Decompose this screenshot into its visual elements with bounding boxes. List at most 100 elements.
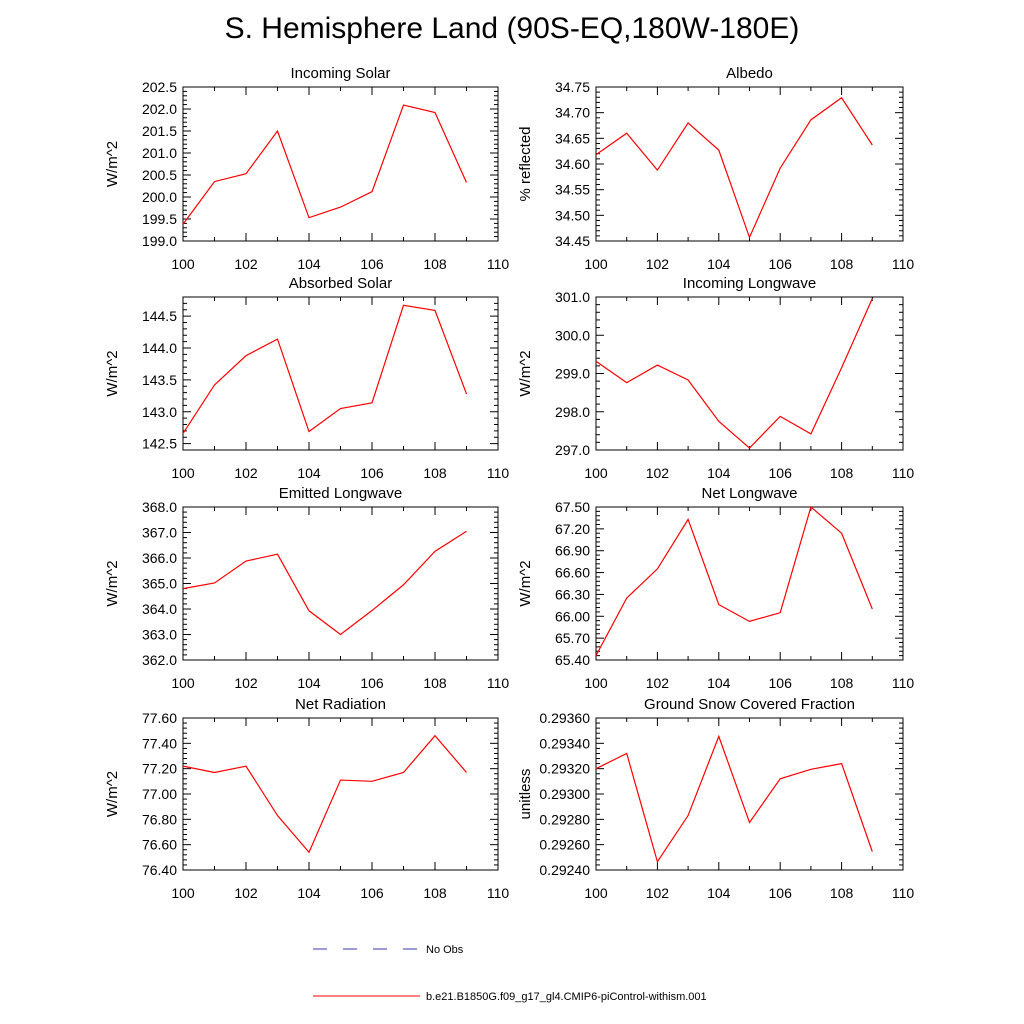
panel-2-ytick-label: 34.60	[555, 156, 590, 172]
panel-7-xtick-label: 102	[234, 885, 258, 901]
panel-5-ytick-label: 363.0	[142, 627, 177, 643]
panel-7-xtick-label: 110	[487, 885, 510, 901]
panel-2-xtick-label: 106	[769, 256, 793, 272]
panel-6-ytick-label: 66.60	[555, 565, 590, 581]
panel-1-xtick-label: 100	[171, 256, 195, 272]
panel-1-ytick-label: 200.5	[142, 167, 177, 183]
panel-6-ytick-label: 66.30	[555, 586, 590, 602]
panel-5-ylabel: W/m^2	[104, 560, 121, 606]
panel-8-frame	[595, 717, 904, 871]
panel-6-ytick-label: 65.70	[555, 630, 590, 646]
panel-8-ytick-label: 0.29240	[539, 862, 590, 878]
panel-2-title: Albedo	[726, 65, 773, 82]
panel-3-xtick-label: 100	[171, 465, 195, 481]
panel-2-ytick-label: 34.75	[555, 79, 590, 95]
panel-1-frame	[182, 86, 499, 242]
panel-5-xtick-label: 110	[487, 675, 510, 691]
panel-6-ytick-label: 66.90	[555, 543, 590, 559]
panel-2-xtick-label: 110	[892, 256, 915, 272]
panel-7-ytick-label: 76.60	[142, 837, 177, 853]
panel-3-ytick-label: 144.5	[142, 308, 177, 324]
panel-8-xtick-label: 102	[646, 885, 670, 901]
panel-3-title: Absorbed Solar	[289, 275, 392, 292]
panel-5-series-line	[182, 530, 467, 636]
panel-5-ytick-label: 365.0	[142, 576, 177, 592]
panel-1-xtick-label: 104	[297, 256, 321, 272]
panel-8-ylabel: unitless	[517, 769, 534, 820]
panel-4-xtick-label: 106	[769, 465, 793, 481]
panel-7-series-line	[182, 734, 467, 854]
panel-2-ytick-label: 34.45	[555, 233, 590, 249]
panel-3-xtick-label: 104	[297, 465, 321, 481]
panel-7-ytick-label: 76.80	[142, 811, 177, 827]
panel-2-xtick-label: 108	[830, 256, 854, 272]
panel-1-xtick-label: 110	[487, 256, 510, 272]
panel-3-ylabel: W/m^2	[104, 350, 121, 396]
panel-3-xtick-label: 106	[360, 465, 384, 481]
panel-1-ytick-label: 199.5	[142, 211, 177, 227]
panel-7-xtick-label: 106	[360, 885, 384, 901]
panel-7-ytick-label: 77.20	[142, 761, 177, 777]
panel-6-ytick-label: 65.40	[555, 652, 590, 668]
panel-4-ytick-label: 299.0	[555, 366, 590, 382]
panel-8-ytick-label: 0.29280	[539, 811, 590, 827]
panel-1-ytick-label: 201.5	[142, 123, 177, 139]
panel-6-xtick-label: 102	[646, 675, 670, 691]
panel-5-ytick-label: 362.0	[142, 652, 177, 668]
panel-4-ylabel: W/m^2	[517, 350, 534, 396]
panel-8-xtick-label: 106	[769, 885, 793, 901]
panel-7-ytick-label: 77.60	[142, 710, 177, 726]
panel-2-ytick-label: 34.50	[555, 207, 590, 223]
panel-6-ytick-label: 67.20	[555, 521, 590, 537]
legend-obs-label: No Obs	[426, 944, 464, 956]
panel-2-series-line	[595, 96, 873, 240]
panel-6-xtick-label: 110	[892, 675, 915, 691]
panel-5-ytick-label: 367.0	[142, 525, 177, 541]
panel-4-series-line	[595, 298, 873, 449]
panel-8-ytick-label: 0.29340	[539, 735, 590, 751]
panel-1-series-line	[182, 104, 468, 225]
panel-3-xtick-label: 102	[234, 465, 258, 481]
panel-6-xtick-label: 100	[584, 675, 608, 691]
panel-6-xtick-label: 104	[707, 675, 731, 691]
panel-8-xtick-label: 100	[584, 885, 608, 901]
panel-3-ytick-label: 142.5	[142, 436, 177, 452]
panel-5-xtick-label: 104	[297, 675, 321, 691]
panel-3-xtick-label: 110	[487, 465, 510, 481]
panel-4-ytick-label: 301.0	[555, 289, 590, 305]
panel-5-ytick-label: 364.0	[142, 601, 177, 617]
panel-6-title: Net Longwave	[702, 485, 798, 502]
panel-8-xtick-label: 110	[892, 885, 915, 901]
panel-1-xtick-label: 102	[234, 256, 258, 272]
panel-1-ytick-label: 200.0	[142, 189, 177, 205]
panel-5-frame	[182, 506, 499, 661]
panel-4-xtick-label: 100	[584, 465, 608, 481]
panel-8-ytick-label: 0.29260	[539, 837, 590, 853]
panel-1-ylabel: W/m^2	[104, 141, 121, 187]
panel-5-xtick-label: 100	[171, 675, 195, 691]
panel-1-ytick-label: 202.5	[142, 79, 177, 95]
panel-2-ylabel: % reflected	[517, 126, 534, 201]
panel-5-ytick-label: 368.0	[142, 499, 177, 515]
panel-7-xtick-label: 100	[171, 885, 195, 901]
panel-4-ytick-label: 298.0	[555, 404, 590, 420]
panel-4-xtick-label: 110	[892, 465, 915, 481]
panel-3-ytick-label: 143.0	[142, 404, 177, 420]
panel-6-xtick-label: 106	[769, 675, 793, 691]
panel-1-ytick-label: 202.0	[142, 101, 177, 117]
panel-7-ytick-label: 76.40	[142, 862, 177, 878]
panel-2-ytick-label: 34.55	[555, 182, 590, 198]
panel-4-xtick-label: 104	[707, 465, 731, 481]
panel-2-xtick-label: 102	[646, 256, 670, 272]
panel-4-title: Incoming Longwave	[683, 275, 816, 292]
panel-6-ytick-label: 67.50	[555, 499, 590, 515]
panel-1-ytick-label: 201.0	[142, 145, 177, 161]
panel-8-ytick-label: 0.29300	[539, 786, 590, 802]
panel-5-title: Emitted Longwave	[279, 485, 402, 502]
panel-6-series-line	[595, 505, 873, 656]
panel-8-ytick-label: 0.29360	[539, 710, 590, 726]
panel-7-ytick-label: 77.00	[142, 786, 177, 802]
panel-7-frame	[182, 717, 499, 871]
page-title: S. Hemisphere Land (90S-EQ,180W-180E)	[224, 12, 800, 45]
